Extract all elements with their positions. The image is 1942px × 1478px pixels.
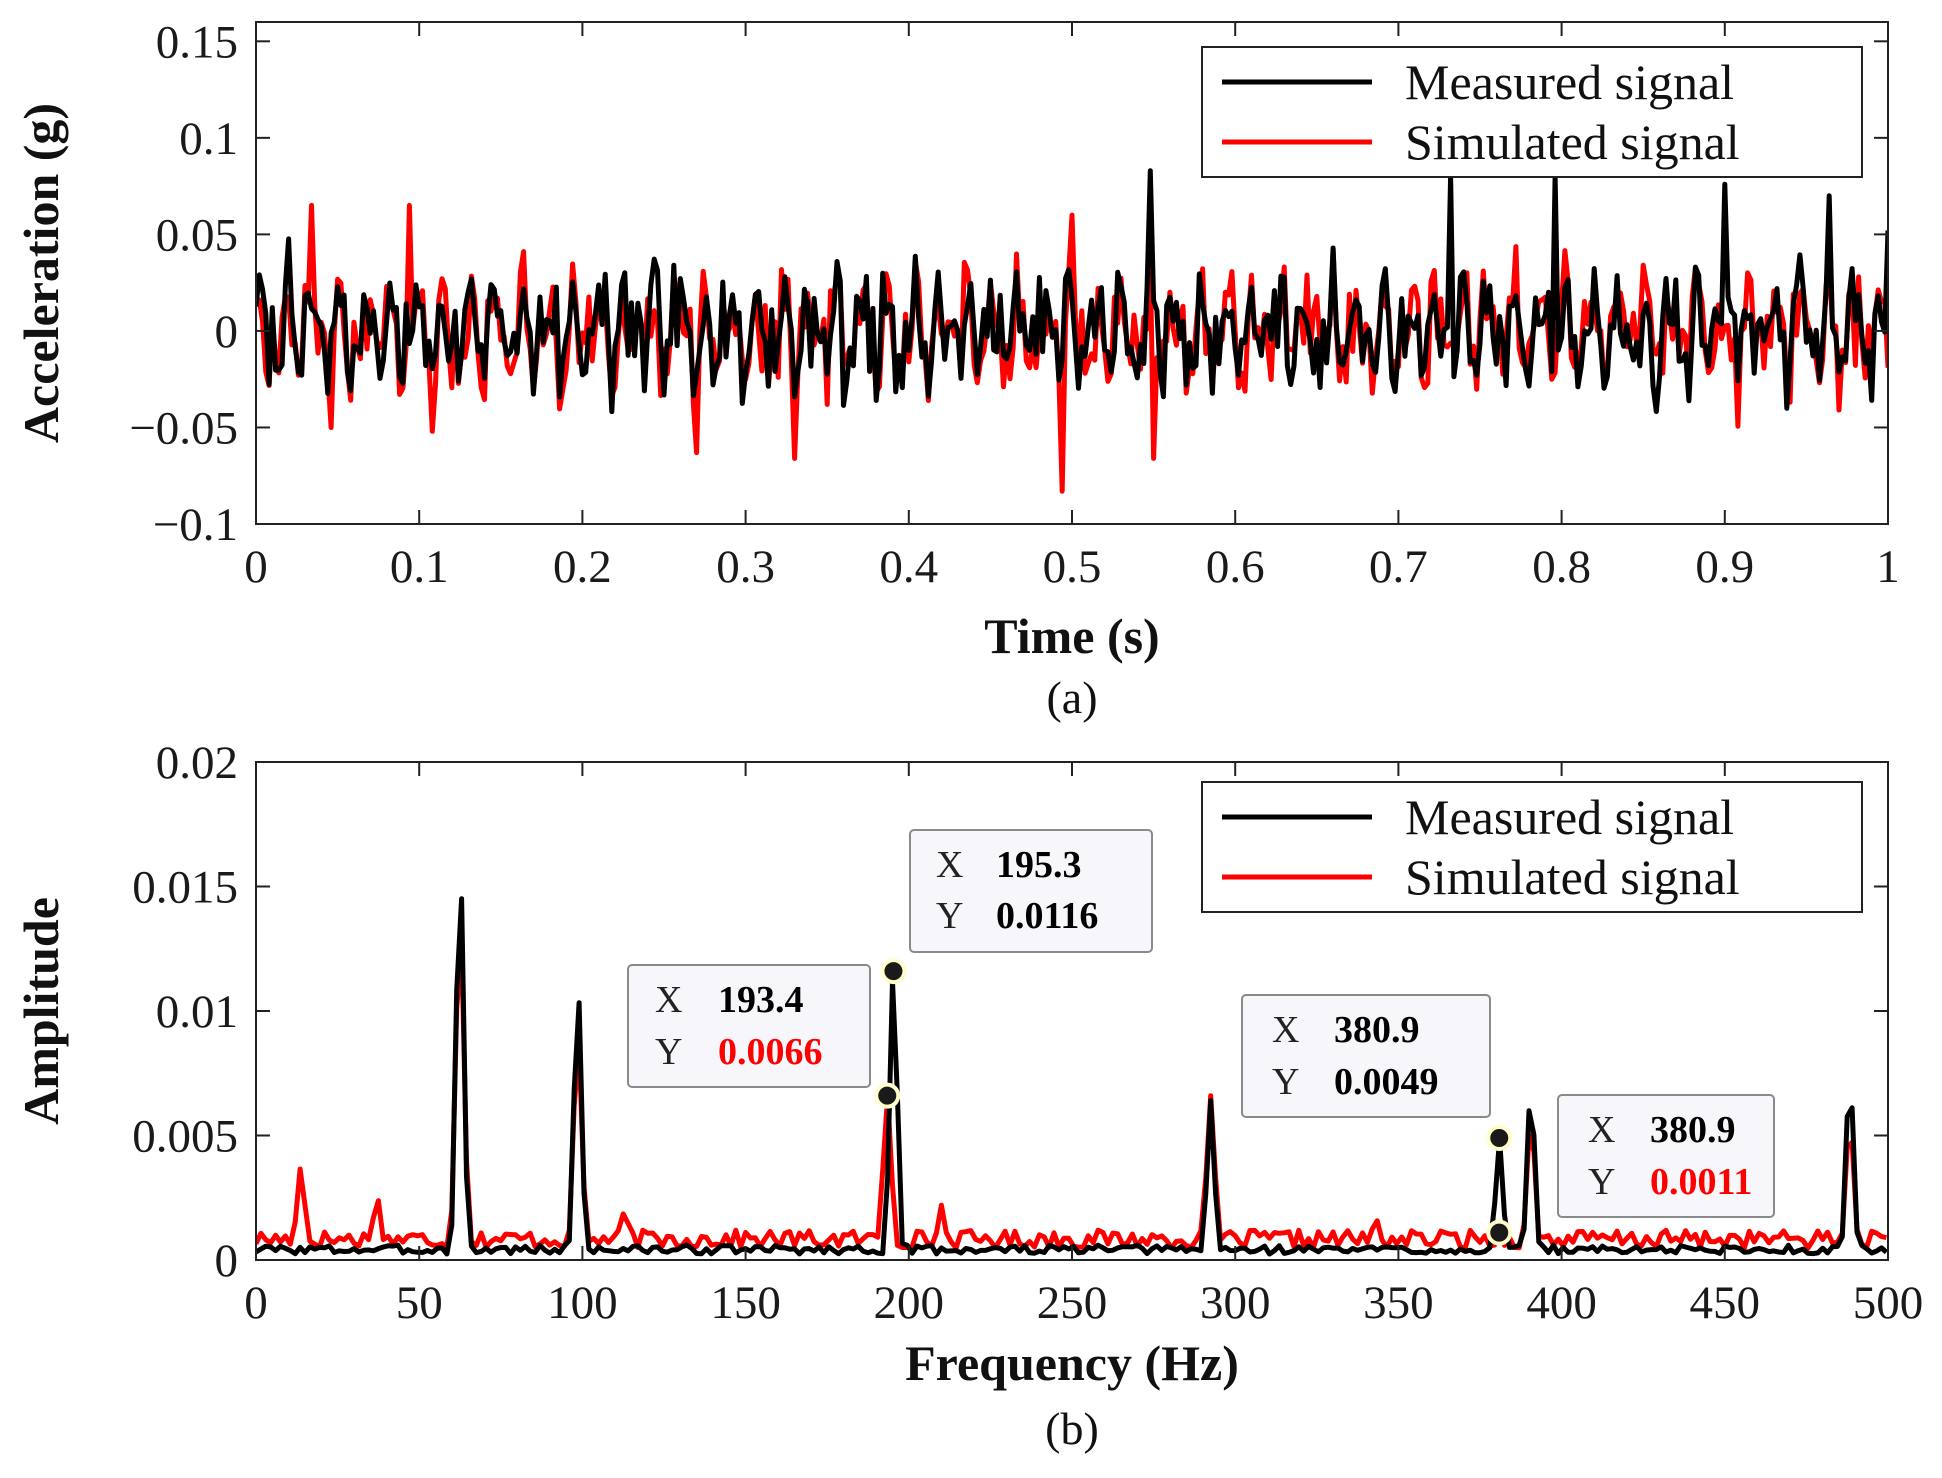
datatip-measured-381[interactable]: X 380.9 Y 0.0049 — [1241, 994, 1491, 1118]
x-tick-label: 500 — [1853, 1277, 1924, 1329]
datatip-simulated-381[interactable]: X 380.9 Y 0.0011 — [1557, 1094, 1775, 1218]
datatip-marker — [1486, 1124, 1513, 1151]
datatip-marker — [874, 1082, 901, 1109]
x-tick-label: 0 — [244, 541, 268, 593]
datatip-simulated-193[interactable]: X 193.4 Y 0.0066 — [627, 964, 871, 1088]
x-tick-label: 0.5 — [1043, 541, 1102, 593]
x-tick-label: 250 — [1037, 1277, 1108, 1329]
y-tick-label: 0.15 — [156, 16, 238, 68]
legend: Measured signal Simulated signal — [1201, 46, 1863, 178]
x-tick-label: 0.3 — [716, 541, 775, 593]
datatip-x-value: 380.9 — [1650, 1109, 1736, 1151]
x-tick-label: 0.6 — [1206, 541, 1265, 593]
datatip-y-key: Y — [1272, 1061, 1299, 1103]
x-axis-label: Time (s) — [984, 608, 1159, 664]
datatip-box — [1557, 1094, 1775, 1218]
x-tick-label: 50 — [396, 1277, 443, 1329]
y-axis-label: Acceleration (g) — [13, 103, 69, 443]
datatip-markers — [874, 958, 1513, 1246]
x-tick-label: 200 — [874, 1277, 945, 1329]
x-tick-label: 300 — [1200, 1277, 1271, 1329]
legend-box — [1201, 781, 1863, 913]
datatip-y-value: 0.0116 — [996, 895, 1098, 937]
legend-box — [1201, 46, 1863, 178]
y-axis-label: Amplitude — [13, 897, 69, 1125]
datatip-measured-195[interactable]: X 195.3 Y 0.0116 — [909, 829, 1153, 953]
x-tick-label: 100 — [547, 1277, 618, 1329]
x-tick-label: 0.2 — [553, 541, 612, 593]
y-tick-label: −0.05 — [129, 402, 238, 454]
x-tick-label: 1 — [1876, 541, 1900, 593]
panel-b-spectrum: 0 50 100 150 200 250 300 350 400 450 500 0 0.005 0.0… — [13, 737, 1923, 1454]
datatip-box — [909, 829, 1153, 953]
datatip-x-value: 195.3 — [996, 844, 1082, 886]
datatip-marker — [1486, 1219, 1513, 1246]
datatip-x-key: X — [655, 979, 682, 1021]
datatip-y-value: 0.0049 — [1334, 1061, 1439, 1103]
y-tick-label: 0 — [215, 306, 239, 358]
y-axis-ticks: 0 0.005 0.01 0.015 0.02 — [132, 737, 1888, 1287]
panel-caption: (a) — [1046, 672, 1097, 723]
x-axis-label: Frequency (Hz) — [905, 1335, 1239, 1391]
x-tick-label: 0.8 — [1532, 541, 1591, 593]
legend: Measured signal Simulated signal — [1201, 781, 1863, 913]
measured-signal-line — [256, 168, 1888, 415]
y-tick-label: 0.015 — [132, 862, 238, 914]
y-tick-label: 0.01 — [156, 986, 238, 1038]
x-axis-ticks: 0 0.1 0.2 0.3 0.4 0.5 0.6 0.7 0.8 0.9 1 — [244, 22, 1900, 593]
x-tick-label: 0 — [244, 1277, 268, 1329]
x-tick-label: 400 — [1526, 1277, 1597, 1329]
y-tick-label: 0.02 — [156, 737, 238, 789]
datatip-marker — [880, 958, 907, 985]
x-tick-label: 0.4 — [879, 541, 938, 593]
simulated-spectrum-line — [256, 941, 1887, 1251]
datatip-x-value: 193.4 — [718, 979, 804, 1021]
y-tick-label: 0.05 — [156, 209, 238, 261]
legend-label-simulated: Simulated signal — [1405, 849, 1740, 905]
datatip-box — [1241, 994, 1491, 1118]
panel-a-time-signal: 0 0.1 0.2 0.3 0.4 0.5 0.6 0.7 0.8 0.9 1 −0.1−0.050… — [13, 16, 1900, 723]
y-axis-ticks: −0.1 −0.05 0 0.05 0.1 0.15 — [129, 16, 1888, 551]
x-tick-label: 0.7 — [1369, 541, 1428, 593]
datatip-y-key: Y — [655, 1031, 682, 1073]
datatip-x-key: X — [1588, 1109, 1615, 1151]
datatip-y-value: 0.0066 — [718, 1031, 823, 1073]
x-tick-label: 0.1 — [390, 541, 449, 593]
legend-label-measured: Measured signal — [1405, 54, 1734, 110]
datatip-x-key: X — [1272, 1009, 1299, 1051]
panel-caption: (b) — [1045, 1403, 1099, 1454]
x-tick-label: 150 — [710, 1277, 781, 1329]
x-tick-label: 350 — [1363, 1277, 1434, 1329]
datatip-y-key: Y — [1588, 1161, 1615, 1203]
datatip-box — [627, 964, 871, 1088]
x-tick-label: 450 — [1690, 1277, 1761, 1329]
legend-label-simulated: Simulated signal — [1405, 114, 1740, 170]
x-axis-ticks: 0 50 100 150 200 250 300 350 400 450 500 — [244, 762, 1923, 1329]
x-tick-label: 0.9 — [1695, 541, 1754, 593]
y-tick-label: 0 — [215, 1235, 239, 1287]
datatip-x-key: X — [936, 844, 963, 886]
datatip-y-value: 0.0011 — [1650, 1161, 1752, 1203]
datatip-y-key: Y — [936, 895, 963, 937]
y-tick-label: −0.1 — [153, 499, 238, 551]
y-tick-label: 0.1 — [179, 113, 238, 165]
y-tick-label: 0.005 — [132, 1111, 238, 1163]
legend-label-measured: Measured signal — [1405, 789, 1734, 845]
datatip-x-value: 380.9 — [1334, 1009, 1420, 1051]
